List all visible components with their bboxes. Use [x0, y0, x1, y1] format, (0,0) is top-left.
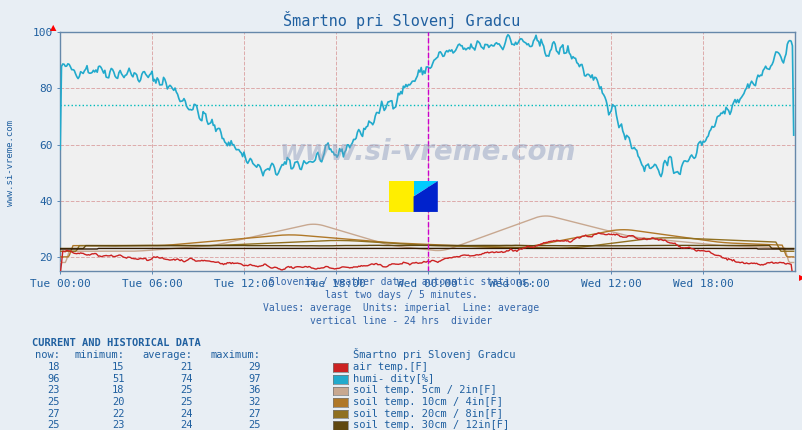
- Text: soil temp. 5cm / 2in[F]: soil temp. 5cm / 2in[F]: [353, 385, 496, 396]
- Text: Slovenia / weather data - automatic stations.: Slovenia / weather data - automatic stat…: [269, 277, 533, 287]
- Text: 97: 97: [248, 374, 261, 384]
- Text: maximum:: maximum:: [211, 350, 261, 360]
- Text: ▶: ▶: [798, 273, 802, 283]
- Text: 96: 96: [47, 374, 60, 384]
- Text: 27: 27: [47, 408, 60, 419]
- Polygon shape: [413, 181, 437, 197]
- Text: last two days / 5 minutes.: last two days / 5 minutes.: [325, 290, 477, 300]
- Text: 23: 23: [111, 420, 124, 430]
- Text: 36: 36: [248, 385, 261, 396]
- Text: 32: 32: [248, 397, 261, 407]
- Text: CURRENT AND HISTORICAL DATA: CURRENT AND HISTORICAL DATA: [32, 338, 200, 348]
- Text: air temp.[F]: air temp.[F]: [353, 362, 427, 372]
- Text: 74: 74: [180, 374, 192, 384]
- Text: Šmartno pri Slovenj Gradcu: Šmartno pri Slovenj Gradcu: [282, 11, 520, 29]
- Text: www.si-vreme.com: www.si-vreme.com: [279, 138, 575, 166]
- Text: 24: 24: [180, 420, 192, 430]
- Text: Values: average  Units: imperial  Line: average: Values: average Units: imperial Line: av…: [263, 303, 539, 313]
- Text: soil temp. 30cm / 12in[F]: soil temp. 30cm / 12in[F]: [353, 420, 509, 430]
- Text: 25: 25: [47, 420, 60, 430]
- Text: 25: 25: [47, 397, 60, 407]
- Text: 25: 25: [180, 385, 192, 396]
- Text: 15: 15: [111, 362, 124, 372]
- Text: now:: now:: [35, 350, 60, 360]
- Text: 20: 20: [111, 397, 124, 407]
- Text: 51: 51: [111, 374, 124, 384]
- Text: humi- dity[%]: humi- dity[%]: [353, 374, 434, 384]
- Text: Šmartno pri Slovenj Gradcu: Šmartno pri Slovenj Gradcu: [353, 348, 515, 360]
- Text: average:: average:: [143, 350, 192, 360]
- Text: 18: 18: [47, 362, 60, 372]
- Text: 27: 27: [248, 408, 261, 419]
- Text: 25: 25: [180, 397, 192, 407]
- Text: vertical line - 24 hrs  divider: vertical line - 24 hrs divider: [310, 316, 492, 326]
- Text: 18: 18: [111, 385, 124, 396]
- Text: 21: 21: [180, 362, 192, 372]
- Polygon shape: [389, 181, 413, 212]
- Text: 23: 23: [47, 385, 60, 396]
- Text: 22: 22: [111, 408, 124, 419]
- Text: www.si-vreme.com: www.si-vreme.com: [6, 120, 15, 206]
- Text: ▲: ▲: [50, 23, 56, 32]
- Polygon shape: [413, 181, 437, 212]
- Text: soil temp. 10cm / 4in[F]: soil temp. 10cm / 4in[F]: [353, 397, 503, 407]
- Text: 25: 25: [248, 420, 261, 430]
- Text: 29: 29: [248, 362, 261, 372]
- Text: 24: 24: [180, 408, 192, 419]
- Text: minimum:: minimum:: [75, 350, 124, 360]
- Text: soil temp. 20cm / 8in[F]: soil temp. 20cm / 8in[F]: [353, 408, 503, 419]
